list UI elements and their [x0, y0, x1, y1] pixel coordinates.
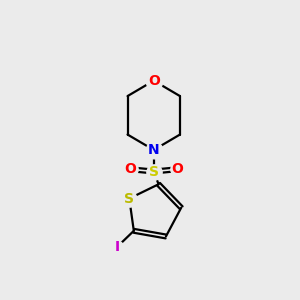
Text: N: N [148, 143, 160, 157]
Text: O: O [172, 162, 184, 176]
Text: S: S [124, 191, 134, 206]
Text: S: S [149, 164, 159, 178]
Text: O: O [124, 162, 136, 176]
Text: O: O [148, 74, 160, 88]
Text: I: I [115, 240, 120, 254]
